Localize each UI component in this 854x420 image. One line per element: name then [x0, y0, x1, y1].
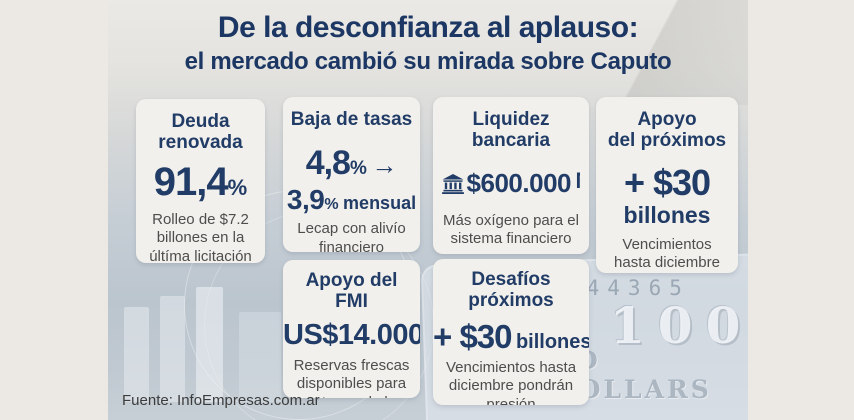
value-percent-sign: %	[349, 158, 367, 180]
card-description: Rolleo de $7.2 billones en la últíma lic…	[149, 210, 252, 263]
card-heading: Desafíos próximos	[468, 269, 554, 312]
value-unit-clipped: M	[575, 170, 580, 192]
card-value: US$14.000 M	[283, 318, 420, 351]
value-number: + $30	[433, 317, 512, 355]
header: De la desconfianza al aplauso: el mercad…	[108, 10, 748, 76]
value-unit: mensual	[343, 193, 417, 214]
value-number: US$14.000	[283, 318, 420, 351]
page-subtitle: el mercado cambió su mirada sobre Caputo	[184, 48, 672, 75]
card-description: Vencimientos hasta diciembre pondrán pre…	[445, 358, 577, 405]
card-baja-de-tasas: Baja de tasas 4,8% → 3,9% mensual Lecap …	[283, 97, 420, 252]
card-heading: Baja de tasas	[290, 109, 413, 130]
background-bar-chart-bar	[160, 296, 185, 402]
card-secondary-value: 3,9% mensual	[283, 186, 420, 214]
value-number: + $30	[623, 161, 711, 203]
card-description: Lecap con alivío financiero	[297, 220, 406, 252]
background-bar-chart-bar	[124, 307, 149, 402]
value-number: $600.000	[466, 167, 572, 198]
card-value: + $30 billones	[433, 320, 589, 353]
background-bar-chart-bar	[239, 312, 281, 402]
value-number: 4,8	[305, 144, 351, 183]
arrow-right-icon: →	[371, 150, 398, 181]
card-description: Vencimientos hasta diciembre pondran pre…	[614, 235, 720, 272]
value-number: 3,9	[286, 184, 325, 216]
bank-icon	[441, 173, 464, 194]
card-description: Reservas frescas disponibles para sosten…	[293, 356, 410, 398]
value-unit: billones	[515, 330, 589, 353]
card-apoyo-del-fmi: Apoyo del FMI US$14.000 M Reservas fresc…	[283, 260, 420, 398]
infographic-canvas: 444365 100 ED DOLLARS De la desconfianza…	[108, 0, 748, 420]
card-desafios-proximos: Desafíos próximos + $30 billones Vencimi…	[433, 259, 589, 405]
card-liquidez-bancaria: Liquidez bancaria $600.000 M Más oxígeno…	[433, 97, 589, 254]
card-value: $600.000 M	[433, 170, 589, 196]
value-percent-sign: %	[324, 196, 339, 214]
card-heading: Apoyo del próximos	[607, 109, 727, 152]
background-bar-chart-bar	[196, 287, 223, 402]
card-value: 4,8% →	[283, 146, 420, 180]
value-number: 91,4	[153, 159, 229, 204]
card-apoyo-del-proximos: Apoyo del próximos + $30 billones Vencim…	[596, 97, 738, 273]
card-value: + $30 billones	[596, 161, 738, 228]
page-title: De la desconfianza al aplauso:	[217, 11, 639, 44]
value-percent-sign: %	[227, 174, 248, 200]
card-heading: Liquidez bancaria	[471, 109, 551, 152]
bill-denomination: 100	[610, 296, 748, 355]
value-unit: billones	[623, 201, 711, 228]
card-heading: Deuda renovada	[158, 111, 243, 154]
card-heading: Apoyo del FMI	[305, 270, 398, 313]
card-value: 91,4%	[136, 162, 265, 202]
source-credit: Fuente: InfoEmpresas.com.ar	[122, 392, 320, 409]
card-deuda-renovada: Deuda renovada 91,4% Rolleo de $7.2 bill…	[136, 99, 265, 263]
card-description: Más oxígeno para el sistema financiero	[443, 211, 579, 248]
